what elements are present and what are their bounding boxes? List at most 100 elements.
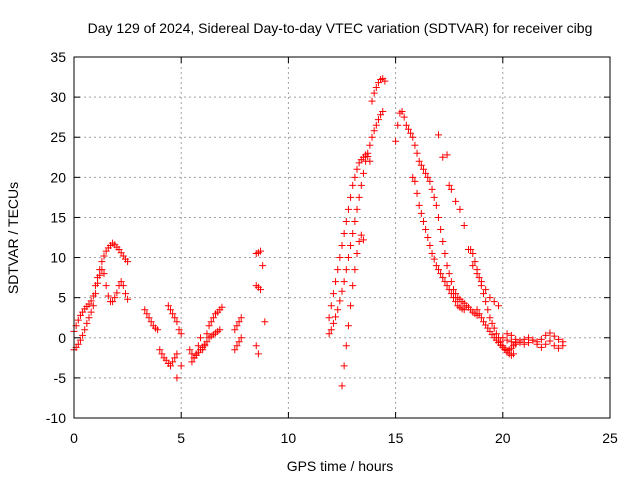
x-tick-label: 10 [281,430,297,446]
data-point [353,165,361,173]
data-point [257,286,265,294]
data-point [490,324,498,332]
data-point [145,314,153,322]
data-point [237,314,245,322]
data-point [171,314,179,322]
data-point [359,236,367,244]
data-point [484,306,492,314]
data-point [437,225,445,233]
data-point [477,282,485,290]
data-point [257,247,265,255]
data-point [546,329,554,337]
data-points [70,75,567,390]
data-point [490,298,498,306]
data-point [415,201,423,209]
data-point [203,338,211,346]
data-point [357,231,365,239]
data-point [537,343,545,351]
y-tick-label: 25 [50,129,66,145]
data-point [422,225,430,233]
data-point [87,308,95,316]
data-point [370,127,378,135]
data-point [430,255,438,263]
series-s11 [252,282,265,294]
data-point [141,306,149,314]
series-s07 [188,326,224,366]
series-s12 [252,342,262,358]
series-s10 [252,247,269,326]
data-point [486,314,494,322]
data-point [430,193,438,201]
data-point [480,290,488,298]
data-point [437,270,445,278]
data-point [169,310,177,318]
data-point [349,229,357,237]
data-point [76,336,84,344]
data-point [447,290,455,298]
x-tick-label: 5 [177,430,185,446]
x-tick-label: 15 [388,430,404,446]
data-point [469,250,477,258]
data-point [439,153,447,161]
data-point [409,133,417,141]
data-point [372,83,380,91]
series-s23 [503,330,567,352]
data-point [344,254,352,262]
data-point [147,318,155,326]
data-point [415,157,423,165]
data-point [342,266,350,274]
y-tick-label: 30 [50,89,66,105]
y-tick-label: 35 [50,49,66,65]
data-point [344,205,352,213]
data-point [550,332,558,340]
data-point [175,326,183,334]
data-point [424,234,432,241]
data-point [488,319,496,327]
data-point [81,326,89,334]
data-point [156,346,164,354]
grid-lines [74,57,610,418]
data-point [460,221,468,229]
series-s15 [338,231,367,390]
data-point [325,330,333,338]
data-point [96,271,104,279]
data-point [486,294,494,302]
y-tick-label: 5 [58,290,66,306]
data-point [166,362,174,370]
data-point [235,338,243,346]
data-point [194,342,202,350]
data-point [325,314,333,322]
data-point [366,141,374,149]
data-point [216,326,224,334]
data-point [381,77,389,85]
data-point [119,282,127,290]
data-point [173,374,181,382]
data-point [259,262,267,270]
data-point [347,242,355,250]
data-point [347,193,355,201]
data-point [91,290,99,298]
data-point [338,242,346,250]
data-point [329,319,337,327]
data-point [196,334,204,342]
data-point [355,238,363,246]
data-point [445,270,453,278]
y-axis-label: SDTVAR / TECUs [5,182,21,294]
series-s04 [164,302,185,338]
data-point [203,330,211,338]
series-s05 [173,362,185,382]
data-point [109,298,117,306]
data-point [555,335,563,343]
data-point [441,250,449,258]
series-s18 [409,173,468,314]
data-point [445,286,453,294]
data-point [209,314,217,322]
x-tick-label: 0 [70,430,78,446]
data-point [349,181,357,189]
data-point [533,340,541,348]
data-point [503,330,511,338]
x-tick-label: 20 [495,430,511,446]
data-point [218,303,226,311]
